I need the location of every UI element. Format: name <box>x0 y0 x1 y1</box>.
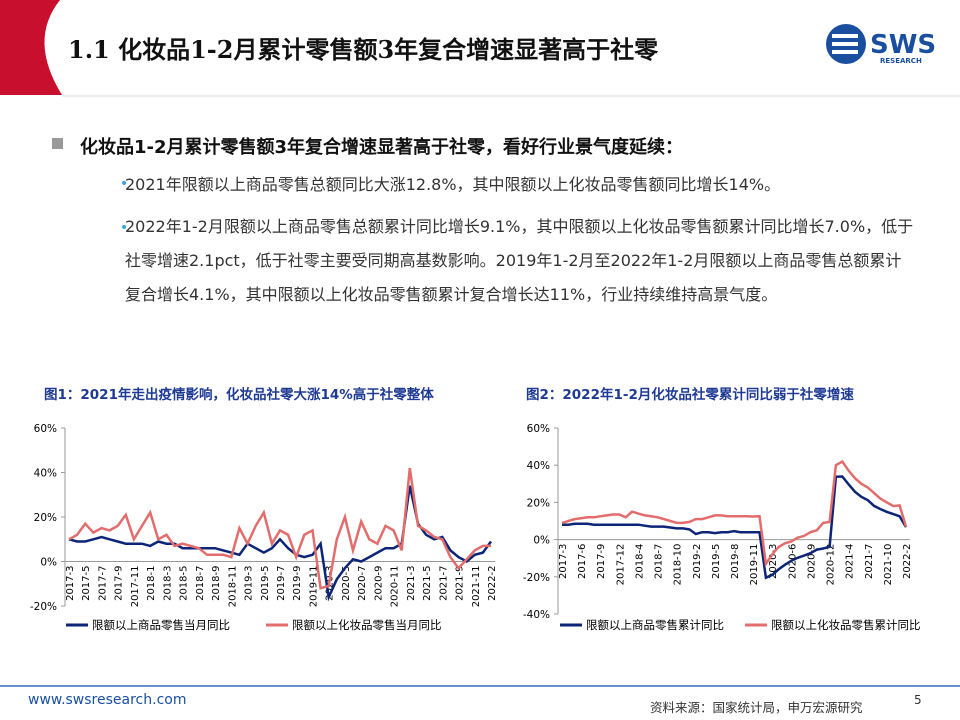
x-tick-label: 2017-3 <box>65 566 76 601</box>
y-tick-label: -20% <box>523 572 550 584</box>
x-tick-label: 2019-5 <box>711 544 722 579</box>
x-tick-label: 2018-11 <box>227 566 238 608</box>
x-tick-label: 2017-11 <box>130 566 141 608</box>
chart: -40% -20% 0% 20% 40% 60% 2017-3 2017-6 2017-9 201… <box>523 423 921 632</box>
x-tick-label: 2020-5 <box>341 566 352 601</box>
y-tick-label: 60% <box>527 423 550 435</box>
legend-label: 限额以上化妆品零售当月同比 <box>292 618 442 632</box>
footer-source: 资料来源：国家统计局，申万宏源研究 <box>650 700 863 715</box>
x-tick-label: 2021-7 <box>438 566 449 601</box>
x-tick-label: 2018-5 <box>179 566 190 601</box>
legend-label: 限额以上商品零售当月同比 <box>92 618 230 632</box>
y-tick-label: 0% <box>533 535 550 547</box>
x-tick-label: 2020-3 <box>768 544 779 579</box>
x-tick-label: 2017-6 <box>577 544 588 579</box>
series-line <box>68 467 491 590</box>
x-tick-label: 2020-11 <box>390 566 401 608</box>
x-tick-label: 2019-11 <box>749 544 760 586</box>
x-tick-label: 2018-9 <box>211 566 222 601</box>
x-tick-label: 2022-2 <box>902 544 913 579</box>
x-tick-label: 2020-12 <box>826 544 837 586</box>
x-tick-label: 2021-10 <box>883 544 894 586</box>
bullet-dot: • <box>120 220 129 236</box>
x-tick-label: 2021-11 <box>471 566 482 608</box>
chart-title: 图2：2022年1-2月化妆品社零累计同比弱于社零增速 <box>526 387 854 403</box>
x-tick-label: 2017-9 <box>114 566 125 601</box>
x-tick-label: 2018-1 <box>146 566 157 601</box>
x-tick-label: 2018-7 <box>654 544 665 579</box>
y-tick-label: 40% <box>527 460 550 472</box>
y-tick-label: -20% <box>30 601 57 613</box>
x-tick-label: 2021-7 <box>864 544 875 579</box>
corner-shape <box>0 0 62 95</box>
y-tick-label: 60% <box>34 423 57 435</box>
x-tick-label: 2021-9 <box>455 566 466 601</box>
x-tick-label: 2019-7 <box>276 566 287 601</box>
x-tick-label: 2019-3 <box>244 566 255 601</box>
x-tick-label: 2017-12 <box>615 544 626 586</box>
x-tick-label: 2018-3 <box>162 566 173 601</box>
footer-url: www.swsresearch.com <box>28 692 187 708</box>
chart: -20% 0% 20% 40% 60% 2017-3 2017-5 2017-7 2017-9 2… <box>30 423 498 632</box>
x-tick-label: 2019-11 <box>308 566 319 608</box>
bullet: 2022年1-2月限额以上商品零售总额累计同比增长9.1%，其中限额以上化妆品零… <box>125 217 914 304</box>
x-tick-label: 2020-9 <box>806 544 817 579</box>
y-tick-label: 40% <box>34 468 57 480</box>
legend-label: 限额以上商品零售累计同比 <box>586 618 724 632</box>
x-tick-label: 2017-5 <box>81 566 92 601</box>
bullet: 2021年限额以上商品零售总额同比大涨12.8%，其中限额以上化妆品零售额同比增… <box>125 175 781 194</box>
bullet-dot: • <box>120 176 129 192</box>
x-tick-label: 2017-3 <box>558 544 569 579</box>
y-tick-label: 0% <box>40 557 57 569</box>
series-line <box>561 459 908 568</box>
x-tick-label: 2020-7 <box>357 566 368 601</box>
y-tick-label: -40% <box>523 609 550 621</box>
x-tick-label: 2021-5 <box>422 566 433 601</box>
x-tick-label: 2022-2 <box>487 566 498 601</box>
x-tick-label: 2018-10 <box>673 544 684 586</box>
x-tick-label: 2017-9 <box>596 544 607 579</box>
slide-title: 1.1 化妆品1-2月累计零售额3年复合增速显著高于社零 <box>68 35 659 64</box>
x-tick-label: 2019-5 <box>260 566 271 601</box>
logo-stripes <box>832 34 858 54</box>
x-tick-label: 2019-2 <box>692 544 703 579</box>
x-tick-label: 2020-9 <box>373 566 384 601</box>
x-tick-label: 2018-4 <box>634 544 645 579</box>
heading-square <box>52 138 63 149</box>
series-line <box>562 475 908 580</box>
x-tick-label: 2021-3 <box>406 566 417 601</box>
x-tick-label: 2019-9 <box>292 566 303 601</box>
legend-label: 限额以上化妆品零售累计同比 <box>771 618 921 632</box>
x-tick-label: 2019-8 <box>730 544 741 579</box>
logo-sub: RESEARCH <box>880 57 922 65</box>
y-tick-label: 20% <box>34 512 57 524</box>
x-tick-label: 2021-4 <box>845 544 856 579</box>
heading: 化妆品1-2月累计零售额3年复合增速显著高于社零，看好行业景气度延续： <box>80 137 684 158</box>
x-tick-label: 2017-7 <box>97 566 108 601</box>
logo-text: SWS <box>870 30 936 60</box>
y-tick-label: 20% <box>527 497 550 509</box>
chart-title: 图1：2021年走出疫情影响，化妆品社零大涨14%高于社零整体 <box>44 387 434 403</box>
page-number: 5 <box>914 693 922 707</box>
x-tick-label: 2018-7 <box>195 566 206 601</box>
